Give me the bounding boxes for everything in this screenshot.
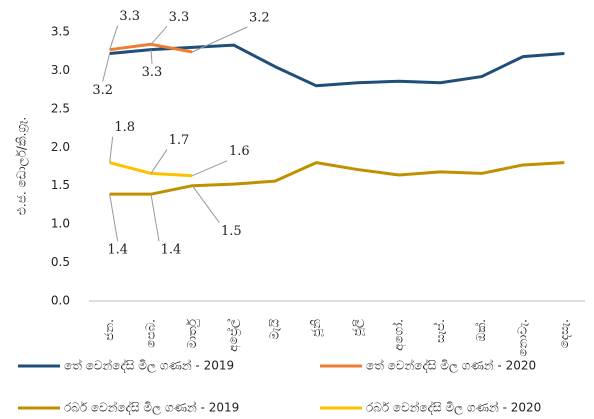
x-tick-label: මැයි bbox=[268, 319, 282, 340]
leader-line bbox=[109, 25, 119, 50]
x-tick-label: දෙසැ. bbox=[557, 319, 571, 348]
legend-label: රබර් වෙන්දේසි මිල ගණන් - 2020 bbox=[366, 400, 541, 415]
legend-label: තේ වෙන්දේසි මිල ගණන් - 2019 bbox=[64, 358, 234, 373]
leader-line bbox=[109, 136, 114, 163]
x-tick-label: අගෝ. bbox=[392, 319, 407, 351]
leader-line bbox=[150, 25, 168, 45]
x-tick-label: පෙබ. bbox=[144, 319, 158, 348]
series-line bbox=[109, 161, 565, 196]
leader-line bbox=[150, 149, 168, 174]
leader-line bbox=[191, 185, 220, 224]
leader-line bbox=[109, 194, 119, 242]
y-tick-label: 3.0 bbox=[51, 63, 70, 77]
data-label: 1.8 bbox=[114, 120, 135, 135]
y-tick-label: 0.5 bbox=[51, 255, 70, 269]
data-label: 1.4 bbox=[107, 243, 128, 258]
x-tick-label: අප්‍රේල් bbox=[226, 319, 241, 352]
data-label: 1.4 bbox=[161, 243, 182, 258]
data-label: 3.3 bbox=[169, 10, 190, 25]
y-axis-label: එ.ජ. ඩොලර්/කි.ග්‍රෑ. bbox=[15, 117, 30, 215]
x-tick-label: ඔක්. bbox=[474, 319, 488, 341]
x-tick-label: ජූලි bbox=[350, 319, 365, 336]
y-tick-label: 2.5 bbox=[51, 101, 70, 115]
leader-line bbox=[150, 194, 160, 242]
legend-label: තේ වෙන්දේසි මිල ගණන් - 2020 bbox=[366, 358, 536, 373]
series-line bbox=[109, 43, 565, 88]
y-tick-label: 1.0 bbox=[51, 217, 70, 231]
data-label: 3.3 bbox=[119, 9, 140, 24]
series-line bbox=[109, 161, 193, 178]
x-tick-label: ජන. bbox=[102, 319, 116, 341]
x-tick-label: මාර්තු bbox=[185, 318, 199, 348]
y-tick-label: 2.0 bbox=[51, 140, 70, 154]
data-label: 3.2 bbox=[249, 10, 270, 25]
data-label: 1.6 bbox=[229, 144, 250, 159]
leader-line bbox=[150, 49, 153, 64]
data-label: 1.7 bbox=[169, 133, 190, 148]
data-label: 1.5 bbox=[221, 224, 242, 239]
x-tick-label: සැප්. bbox=[433, 319, 447, 343]
leader-line bbox=[192, 160, 228, 177]
y-tick-label: 1.5 bbox=[51, 178, 70, 192]
leader-line bbox=[192, 26, 248, 53]
data-label: 3.3 bbox=[142, 65, 163, 80]
y-tick-label: 3.5 bbox=[51, 25, 70, 39]
x-tick-label: ජූනි bbox=[309, 319, 324, 337]
data-label: 3.2 bbox=[92, 83, 113, 98]
leader-line bbox=[102, 53, 111, 82]
legend-label: රබර් වෙන්දේසි මිල ගණන් - 2019 bbox=[64, 400, 239, 415]
x-tick-label: නොවැ. bbox=[516, 319, 530, 357]
y-tick-label: 0.0 bbox=[51, 294, 70, 308]
